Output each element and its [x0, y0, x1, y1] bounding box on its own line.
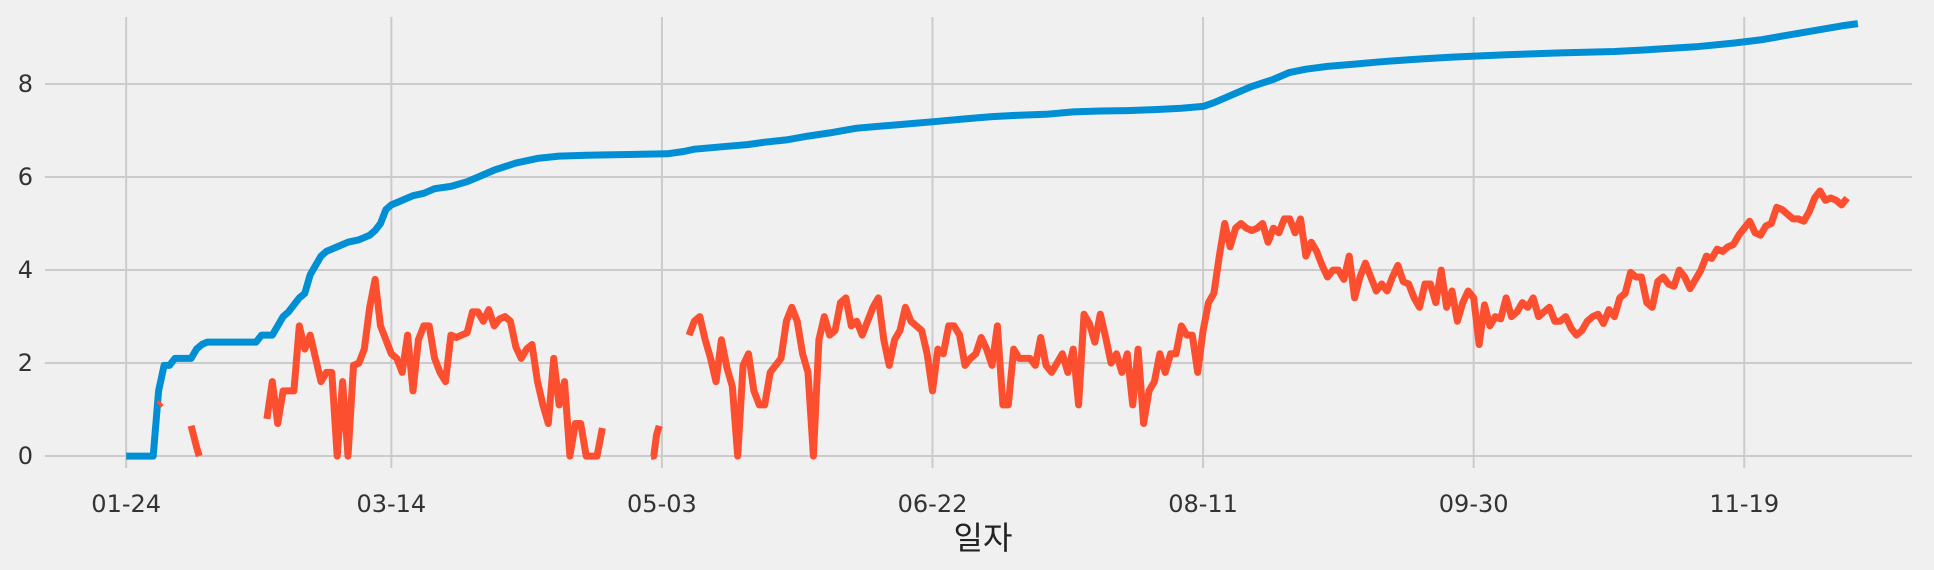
y-tick-label: 4 [18, 256, 33, 284]
y-tick-label: 8 [18, 70, 33, 98]
series-layer [126, 20, 1859, 460]
series-red-line [685, 187, 1850, 460]
x-tick-label: 01-24 [91, 490, 161, 518]
x-tick-label: 03-14 [356, 490, 426, 518]
y-tick-label: 0 [18, 442, 33, 470]
series-red-line [650, 424, 663, 460]
y-tick-labels: 0 2 4 6 8 [18, 70, 33, 470]
series-red-line [263, 275, 606, 460]
x-tick-label: 11-19 [1709, 490, 1779, 518]
x-tick-label: 05-03 [627, 490, 697, 518]
x-tick-labels: 01-24 03-14 05-03 06-22 08-11 09-30 11-19 [91, 490, 1779, 518]
series-blue-line [126, 20, 1859, 460]
y-tick-label: 2 [18, 349, 33, 377]
x-tick-label: 08-11 [1168, 490, 1238, 518]
x-tick-label: 09-30 [1439, 490, 1509, 518]
y-tick-label: 6 [18, 163, 33, 191]
series-red-line [187, 424, 203, 458]
series-red-line [156, 399, 164, 408]
x-tick-label: 06-22 [898, 490, 968, 518]
x-axis-title: 일자 [954, 519, 1013, 557]
